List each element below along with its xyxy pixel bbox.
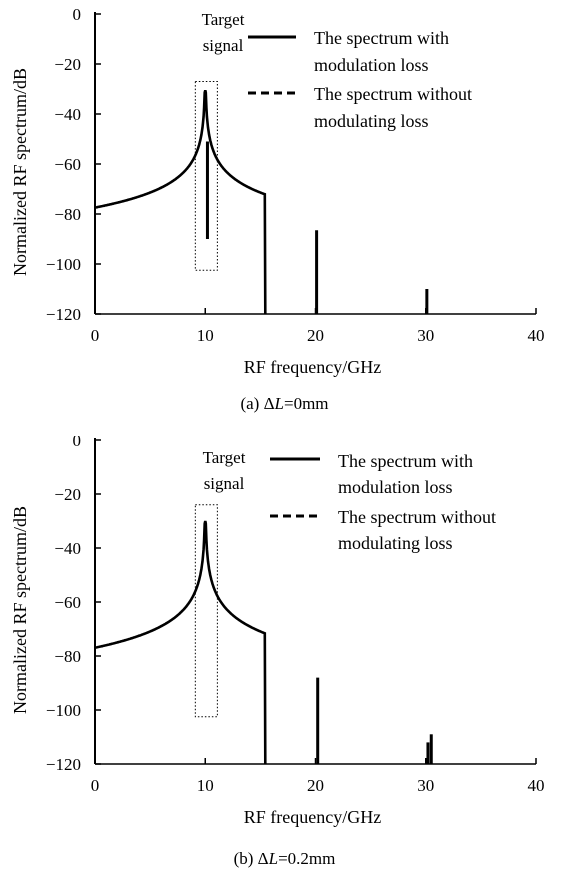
annotation-target: Target: [202, 10, 245, 29]
y-tick-label: 0: [73, 5, 82, 24]
series-0-skirt-line: [94, 520, 267, 765]
annotation-signal: signal: [203, 36, 244, 55]
legend-label-0-line2: modulation loss: [338, 477, 453, 497]
legend-label-1-line2: modulating loss: [338, 533, 453, 553]
y-tick-label: −20: [54, 55, 81, 74]
x-tick-label: 0: [91, 326, 100, 345]
legend-label-0-line1: The spectrum with: [314, 28, 449, 48]
y-axis-label: Normalized RF spectrum/dB: [10, 506, 30, 714]
x-tick-label: 30: [417, 326, 434, 345]
y-tick-label: −100: [46, 255, 81, 274]
y-tick-label: −80: [54, 647, 81, 666]
annotation-target: Target: [203, 448, 246, 467]
legend-label-1-line2: modulating loss: [314, 111, 429, 131]
x-tick-label: 30: [417, 776, 434, 795]
y-tick-label: −60: [54, 155, 81, 174]
x-tick-label: 10: [197, 776, 214, 795]
x-tick-label: 20: [307, 776, 324, 795]
x-axis-label: RF frequency/GHz: [244, 807, 381, 827]
chart-panel-b: 0 −20 −40 −60 −80 −100 −120 0 10 20 30 40 RF frequen…: [0, 436, 569, 877]
y-tick-label: −40: [54, 539, 81, 558]
y-tick-label: −120: [46, 305, 81, 324]
y-tick-label: −60: [54, 593, 81, 612]
x-tick-label: 10: [197, 326, 214, 345]
y-tick-label: −20: [54, 485, 81, 504]
x-axis-label: RF frequency/GHz: [244, 357, 381, 377]
target-signal-box: [194, 504, 218, 718]
legend-label-0-line1: The spectrum with: [338, 451, 473, 471]
x-tick-label: 0: [91, 776, 100, 795]
caption-a: (a) ΔL=0mm: [240, 394, 329, 413]
y-tick-label: 0: [73, 436, 82, 450]
caption-b: (b) ΔL=0.2mm: [233, 849, 336, 868]
target-signal-box: [194, 81, 218, 271]
chart-b-svg: 0 −20 −40 −60 −80 −100 −120 0 10 20 30 40 RF frequen…: [10, 436, 545, 827]
chart-a-svg: 0 −20 −40 −60 −80 −100 −120 0 10 20 30 40 RF frequen…: [10, 5, 545, 377]
x-tick-label: 20: [307, 326, 324, 345]
x-tick-label: 40: [528, 776, 545, 795]
y-tick-label: −80: [54, 205, 81, 224]
annotation-signal: signal: [204, 474, 245, 493]
legend-label-1-line1: The spectrum without: [338, 507, 496, 527]
y-tick-label: −40: [54, 105, 81, 124]
chart-panel-a: 0 −20 −40 −60 −80 −100 −120 0 10 20 30 40 RF frequen…: [10, 5, 545, 413]
x-tick-label: 40: [528, 326, 545, 345]
y-tick-label: −120: [46, 755, 81, 774]
series-0-skirt-line: [94, 89, 267, 315]
legend-label-0-line2: modulation loss: [314, 55, 429, 75]
legend-label-1-line1: The spectrum without: [314, 84, 472, 104]
y-axis-label: Normalized RF spectrum/dB: [10, 68, 30, 276]
y-tick-label: −100: [46, 701, 81, 720]
